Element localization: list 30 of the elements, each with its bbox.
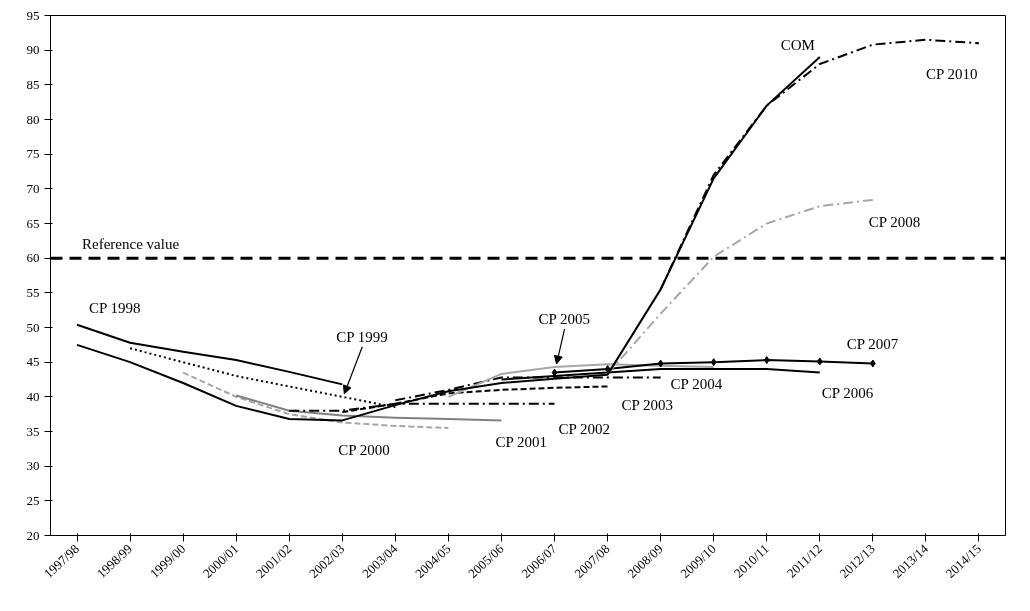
series-label: CP 2001 — [495, 434, 547, 451]
y-tick-label: 90 — [26, 42, 40, 58]
text: CP 1999 — [336, 328, 388, 345]
series-label: CP 2010 — [925, 66, 978, 83]
y-tick-label: 95 — [26, 7, 40, 23]
series-label: CP 2002 — [558, 420, 611, 437]
series-label: CP 2006 — [821, 384, 874, 401]
y-tick-label: 35 — [26, 423, 40, 439]
y-tick-label: 25 — [26, 492, 40, 508]
series-label: CP 2008 — [868, 213, 921, 230]
y-tick-label: 30 — [26, 458, 40, 474]
text: CP 2005 — [538, 311, 591, 328]
series-label: CP 2004 — [670, 376, 723, 393]
ref-line-label: Reference value — [82, 236, 180, 253]
series-label: COM — [780, 37, 815, 54]
y-tick-label: 75 — [26, 146, 40, 162]
y-tick-label: 50 — [26, 319, 40, 335]
y-tick-label: 20 — [26, 527, 40, 543]
y-tick-label: 55 — [26, 284, 40, 300]
y-tick-label: 85 — [26, 76, 40, 92]
series-label: CP 2003 — [621, 397, 674, 414]
series-label: CP 2007 — [846, 335, 899, 352]
y-tick-label: 45 — [26, 354, 40, 370]
y-tick-label: 70 — [26, 180, 40, 196]
y-tick-label: 80 — [26, 111, 40, 127]
series-label: CP 1998 — [88, 299, 141, 316]
y-tick-label: 40 — [26, 388, 40, 404]
series-label: CP 2000 — [338, 442, 390, 459]
y-tick-label: 65 — [26, 215, 40, 231]
y-tick-label: 60 — [26, 250, 40, 266]
